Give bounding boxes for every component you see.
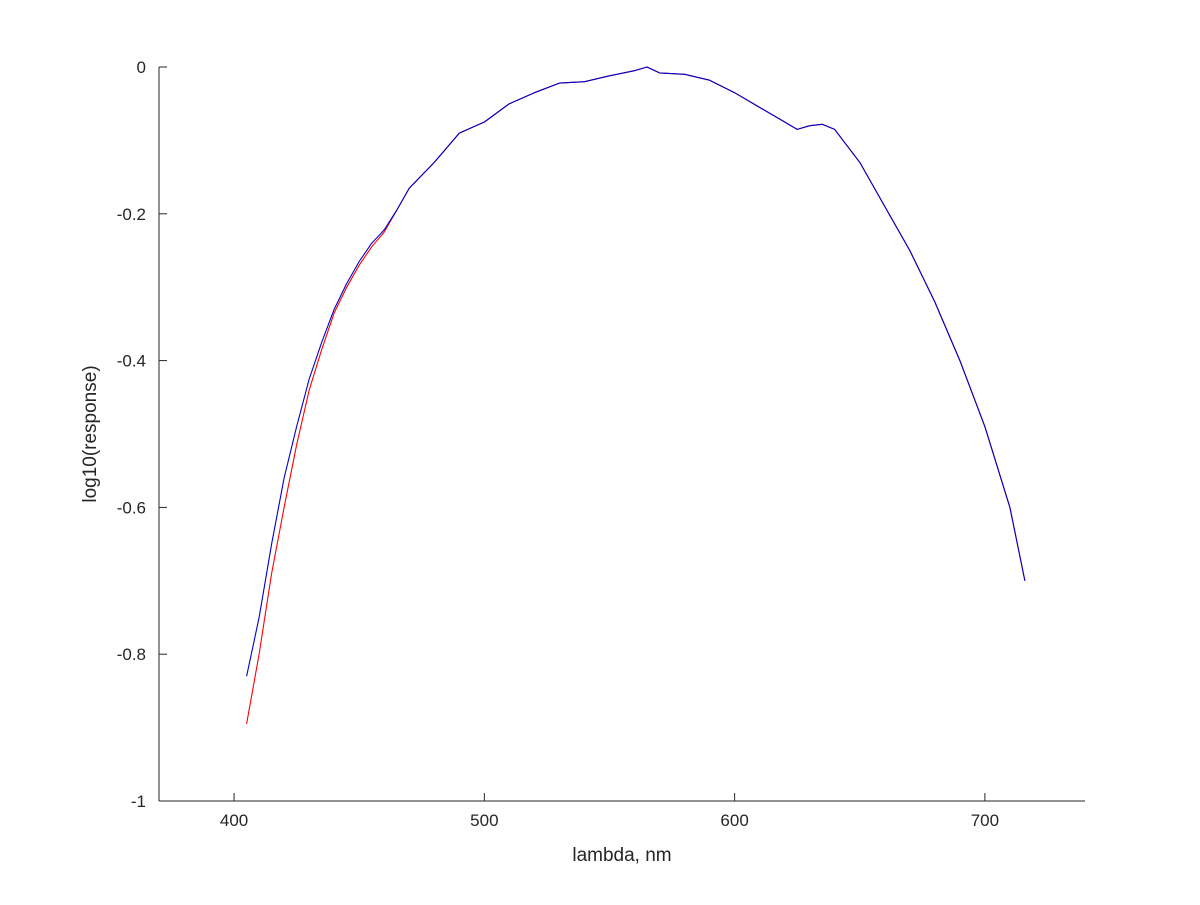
x-axis-label: lambda, nm bbox=[572, 845, 671, 866]
y-tick-label: -0.4 bbox=[117, 352, 146, 371]
y-tick-label: -0.8 bbox=[117, 645, 146, 664]
x-tick-label: 500 bbox=[470, 811, 498, 830]
y-ticks: 0 -0.2 -0.4 -0.6 -0.8 -1 bbox=[117, 58, 167, 811]
axes bbox=[158, 67, 1085, 802]
x-ticks: 400 500 600 700 bbox=[220, 793, 999, 830]
y-tick-label: -0.2 bbox=[117, 205, 146, 224]
x-tick-label: 700 bbox=[971, 811, 999, 830]
y-tick-label: -1 bbox=[131, 792, 146, 811]
series-line-2 bbox=[246, 66, 1026, 677]
x-tick-label: 400 bbox=[220, 811, 248, 830]
y-tick-label: -0.6 bbox=[117, 498, 146, 517]
y-tick-label: 0 bbox=[137, 58, 146, 77]
series-lines bbox=[246, 66, 1026, 724]
series-line-1 bbox=[246, 66, 1026, 724]
y-axis-label: log10(response) bbox=[80, 365, 101, 502]
x-tick-label: 600 bbox=[720, 811, 748, 830]
